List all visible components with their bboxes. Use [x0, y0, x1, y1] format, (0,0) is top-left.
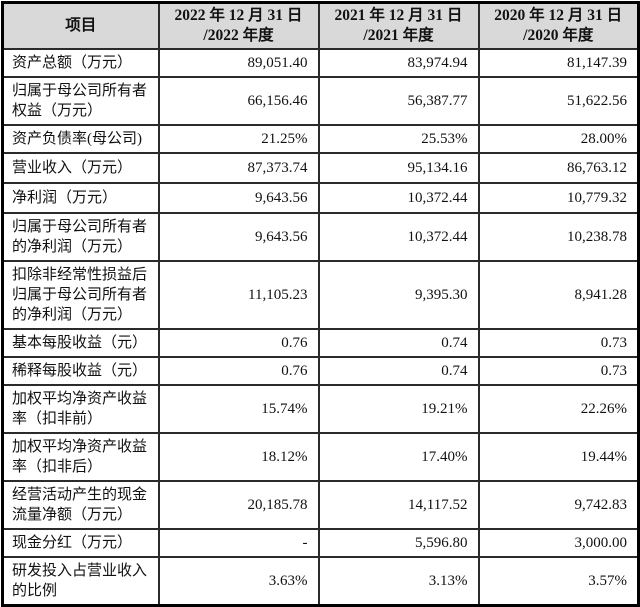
value-cell-2022: 21.25%	[157, 124, 320, 154]
value-cell-2021: 0.74	[317, 328, 480, 358]
row-label-cell: 基本每股收益（元）	[1, 328, 160, 358]
header-2020: 2020 年 12 月 31 日 /2020 年度	[477, 1, 640, 50]
value-cell-2020: 3.57%	[477, 556, 640, 607]
table-row: 资产总额（万元） 89,051.40 83,974.94 81,147.39	[1, 48, 640, 78]
value-cell-2020: 51,622.56	[477, 76, 640, 126]
table-row: 资产负债率(母公司) 21.25% 25.53% 28.00%	[1, 124, 640, 154]
row-label-cell: 加权平均净资产收益率（扣非前）	[1, 384, 160, 434]
value-cell-2021: 19.21%	[317, 384, 480, 434]
row-label-cell: 经营活动产生的现金流量净额（万元）	[1, 480, 160, 530]
value-cell-2022: 0.76	[157, 328, 320, 358]
value-cell-2022: 0.76	[157, 356, 320, 386]
header-2021-line2: /2021 年度	[363, 27, 434, 44]
value-cell-2021: 25.53%	[317, 124, 480, 154]
value-cell-2020: 3,000.00	[477, 528, 640, 558]
value-cell-2021: 14,117.52	[317, 480, 480, 530]
value-cell-2021: 10,372.44	[317, 182, 480, 214]
table-row: 经营活动产生的现金流量净额（万元） 20,185.78 14,117.52 9,…	[1, 480, 640, 530]
table-row: 基本每股收益（元） 0.76 0.74 0.73	[1, 328, 640, 358]
value-cell-2020: 10,779.32	[477, 182, 640, 214]
row-label-cell: 研发投入占营业收入的比例	[1, 556, 160, 607]
value-cell-2022: 9,643.56	[157, 182, 320, 214]
value-cell-2020: 81,147.39	[477, 48, 640, 78]
row-label-cell: 资产总额（万元）	[1, 48, 160, 78]
value-cell-2020: 0.73	[477, 328, 640, 358]
value-cell-2022: 3.63%	[157, 556, 320, 607]
header-2022-line1: 2022 年 12 月 31 日	[174, 7, 303, 24]
table-row: 归属于母公司所有者权益（万元） 66,156.46 56,387.77 51,6…	[1, 76, 640, 126]
value-cell-2022: 15.74%	[157, 384, 320, 434]
value-cell-2021: 5,596.80	[317, 528, 480, 558]
header-2022-line2: /2022 年度	[203, 27, 274, 44]
row-label-cell: 现金分红（万元）	[1, 528, 160, 558]
value-cell-2021: 3.13%	[317, 556, 480, 607]
value-cell-2020: 9,742.83	[477, 480, 640, 530]
value-cell-2022: 20,185.78	[157, 480, 320, 530]
row-label-cell: 归属于母公司所有者的净利润（万元）	[1, 212, 160, 262]
row-label-cell: 归属于母公司所有者权益（万元）	[1, 76, 160, 126]
value-cell-2022: 87,373.74	[157, 152, 320, 184]
value-cell-2021: 56,387.77	[317, 76, 480, 126]
header-2020-line2: /2020 年度	[523, 27, 594, 44]
value-cell-2022: 9,643.56	[157, 212, 320, 262]
value-cell-2022: -	[157, 528, 320, 558]
table-row: 研发投入占营业收入的比例 3.63% 3.13% 3.57%	[1, 556, 640, 607]
value-cell-2020: 8,941.28	[477, 260, 640, 330]
value-cell-2021: 9,395.30	[317, 260, 480, 330]
table-row: 扣除非经常性损益后归属于母公司所有者的净利润（万元） 11,105.23 9,3…	[1, 260, 640, 330]
table-row: 加权平均净资产收益率（扣非前） 15.74% 19.21% 22.26%	[1, 384, 640, 434]
value-cell-2020: 10,238.78	[477, 212, 640, 262]
value-cell-2020: 22.26%	[477, 384, 640, 434]
value-cell-2021: 95,134.16	[317, 152, 480, 184]
value-cell-2022: 66,156.46	[157, 76, 320, 126]
header-item: 项目	[1, 1, 160, 50]
value-cell-2021: 83,974.94	[317, 48, 480, 78]
value-cell-2021: 10,372.44	[317, 212, 480, 262]
row-label-cell: 加权平均净资产收益率（扣非后）	[1, 432, 160, 482]
table-row: 归属于母公司所有者的净利润（万元） 9,643.56 10,372.44 10,…	[1, 212, 640, 262]
header-2022: 2022 年 12 月 31 日 /2022 年度	[157, 1, 320, 50]
table-row: 净利润（万元） 9,643.56 10,372.44 10,779.32	[1, 182, 640, 214]
header-2020-line1: 2020 年 12 月 31 日	[494, 7, 623, 24]
row-label-cell: 营业收入（万元）	[1, 152, 160, 184]
row-label-cell: 净利润（万元）	[1, 182, 160, 214]
header-item-label: 项目	[65, 17, 97, 34]
value-cell-2021: 17.40%	[317, 432, 480, 482]
value-cell-2022: 18.12%	[157, 432, 320, 482]
table-row: 加权平均净资产收益率（扣非后） 18.12% 17.40% 19.44%	[1, 432, 640, 482]
header-2021: 2021 年 12 月 31 日 /2021 年度	[317, 1, 480, 50]
value-cell-2022: 11,105.23	[157, 260, 320, 330]
value-cell-2020: 19.44%	[477, 432, 640, 482]
value-cell-2022: 89,051.40	[157, 48, 320, 78]
table-row: 营业收入（万元） 87,373.74 95,134.16 86,763.12	[1, 152, 640, 184]
table-row: 稀释每股收益（元） 0.76 0.74 0.73	[1, 356, 640, 386]
value-cell-2020: 0.73	[477, 356, 640, 386]
table-header-row: 项目 2022 年 12 月 31 日 /2022 年度 2021 年 12 月…	[1, 1, 640, 50]
value-cell-2020: 28.00%	[477, 124, 640, 154]
row-label-cell: 资产负债率(母公司)	[1, 124, 160, 154]
row-label-cell: 扣除非经常性损益后归属于母公司所有者的净利润（万元）	[1, 260, 160, 330]
value-cell-2021: 0.74	[317, 356, 480, 386]
value-cell-2020: 86,763.12	[477, 152, 640, 184]
table-row: 现金分红（万元） - 5,596.80 3,000.00	[1, 528, 640, 558]
header-2021-line1: 2021 年 12 月 31 日	[334, 7, 463, 24]
row-label-cell: 稀释每股收益（元）	[1, 356, 160, 386]
